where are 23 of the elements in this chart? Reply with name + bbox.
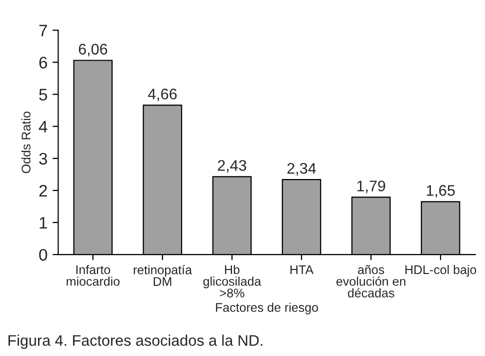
- x-tick-label: años evolución en décadas: [336, 265, 406, 298]
- data-label: 1,65: [426, 185, 455, 198]
- y-tick-label: 5: [39, 88, 48, 101]
- data-label: 1,79: [357, 180, 386, 194]
- x-tick-label: retinopatía DM: [134, 264, 192, 286]
- y-axis-title: Odds Ratio: [21, 112, 30, 174]
- x-axis-title: Factores de riesgo: [216, 302, 318, 314]
- y-tick-label: 0: [39, 248, 48, 261]
- data-label: 2,34: [287, 162, 316, 176]
- x-tick-label: HDL-col bajo: [405, 264, 476, 277]
- x-tick-label: Infarto miocardio: [66, 264, 120, 286]
- y-tick-label: 3: [39, 152, 48, 165]
- y-tick-label: 4: [38, 120, 48, 132]
- x-tick-label: HTA: [290, 265, 314, 274]
- y-tick-label: 2: [39, 184, 47, 196]
- data-label: 4,66: [148, 88, 177, 102]
- data-label: 2,43: [218, 160, 246, 173]
- text: Figura 4. Factores asociados a la ND.: [8, 334, 262, 349]
- x-tick-label: Hb glicosilada >8%: [203, 264, 262, 298]
- y-tick-label: 6: [39, 56, 48, 69]
- y-tick-label: 7: [39, 24, 47, 36]
- y-tick-label: 1: [40, 217, 47, 229]
- data-label: 6,06: [78, 44, 108, 56]
